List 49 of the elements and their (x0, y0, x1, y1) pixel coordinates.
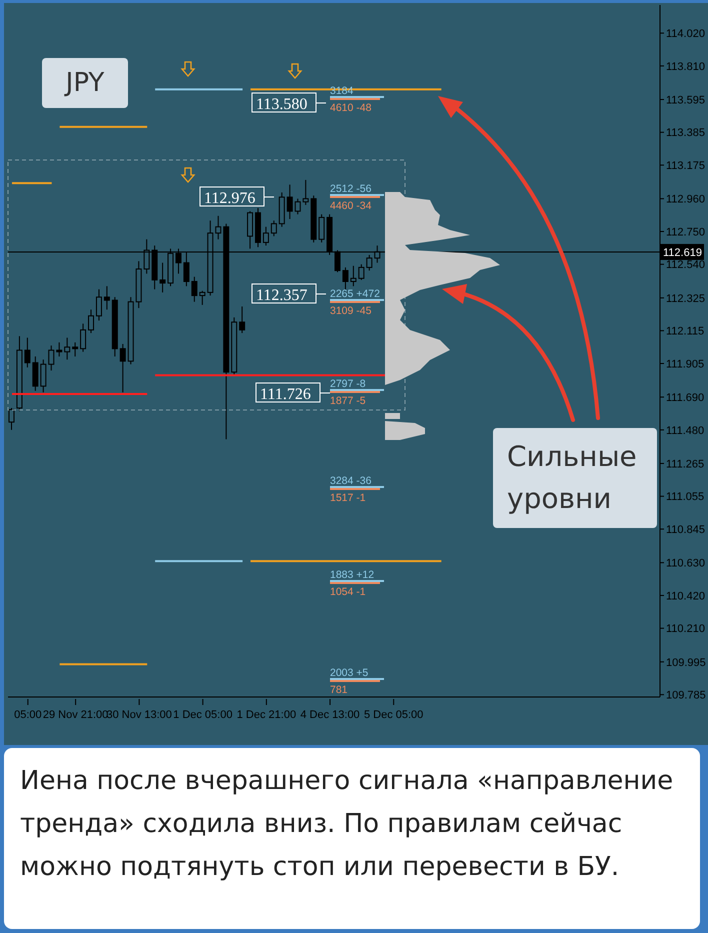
y-tick-label: 112.960 (666, 194, 705, 206)
x-tick-label: 30 Nov 13:00 (106, 709, 172, 721)
x-tick-label: 5 Dec 05:00 (364, 709, 424, 721)
annotation: 2265 +472 (330, 288, 380, 300)
y-tick-label: 113.385 (666, 127, 705, 140)
y-tick-label: 111.480 (666, 424, 704, 437)
annotation: 2512 -56 (330, 183, 372, 195)
text: Иена после вчерашнего сигнала «направление тренда» сходила вниз. По правилам сейчас можно подтянуть стоп или перевести в БУ. (4, 748, 700, 929)
y-tick-label: 112.325 (666, 292, 705, 305)
annotation: 2797 -8 (330, 378, 366, 390)
annotation: 781 (330, 684, 348, 696)
text: JPY (42, 58, 128, 108)
annotation: Сильные уровни (493, 428, 657, 528)
y-tick-label: 113.595 (666, 94, 705, 106)
x-tick-label: 1 Dec 05:00 (173, 709, 232, 721)
annotation: 1877 -5 (330, 395, 366, 407)
y-tick-label: 110.210 (666, 623, 705, 636)
annotation: 113.580 (256, 96, 308, 113)
y-tick-label: 112.540 (666, 259, 705, 272)
annotation: 2003 +5 (330, 667, 368, 679)
x-tick-label: 29 Nov 21:00 (42, 709, 108, 721)
ref-line-label: 112.619 (663, 246, 702, 259)
y-tick-label: 114.020 (666, 28, 705, 40)
x-tick-label: 4 Dec 13:00 (300, 709, 360, 721)
annotation: 111.726 (260, 386, 311, 403)
annotation: 1883 +12 (330, 569, 374, 581)
y-tick-label: 111.690 (666, 392, 704, 404)
y-tick-label: 113.810 (666, 60, 705, 73)
y-tick-label: 110.630 (666, 558, 705, 570)
y-tick-label: 112.750 (666, 226, 705, 238)
annotation: 112.976 (204, 190, 256, 207)
y-tick-label: 109.785 (666, 690, 706, 702)
annotation: 3284 -36 (330, 475, 372, 487)
annotation: 4610 -48 (330, 102, 372, 114)
y-tick-label: 110.845 (666, 524, 705, 536)
y-tick-label: 113.175 (666, 160, 705, 172)
y-tick-label: 111.905 (666, 358, 704, 370)
y-tick-label: 111.055 (666, 491, 704, 504)
annotation: 3109 -45 (330, 305, 372, 317)
annotation: 112.357 (256, 287, 308, 304)
annotation: 4460 -34 (330, 200, 372, 212)
annotation: 1054 -1 (330, 586, 366, 598)
y-tick-label: 110.420 (666, 590, 705, 602)
y-tick-label: 112.115 (666, 326, 704, 338)
x-tick-label: 1 Dec 21:00 (236, 709, 296, 721)
annotation: 1517 -1 (330, 492, 366, 504)
y-tick-label: 111.265 (666, 458, 704, 470)
x-tick-label: 05:00 (14, 709, 42, 721)
y-tick-label: 109.995 (666, 656, 706, 669)
